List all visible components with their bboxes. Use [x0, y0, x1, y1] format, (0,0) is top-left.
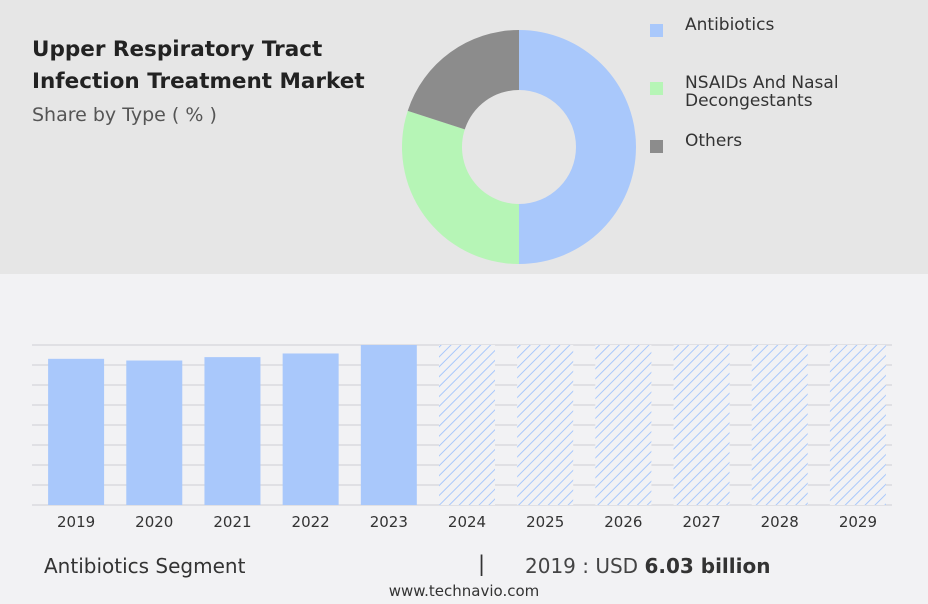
x-tick-label: 2028 — [761, 513, 799, 531]
x-tick-label: 2026 — [604, 513, 642, 531]
x-tick-label: 2024 — [448, 513, 486, 531]
legend-label: NSAIDs And Nasal Decongestants — [685, 73, 839, 111]
forecast-bar-2026 — [595, 345, 652, 505]
donut-slice-others — [407, 30, 519, 130]
segment-value: 2019 : USD 6.03 billion — [525, 554, 770, 578]
x-tick-label: 2027 — [682, 513, 720, 531]
bar-chart: 2019 2020 2021 2022 2023 2024 2025 2026 2027 2028… — [32, 344, 892, 531]
forecast-bar-2027 — [673, 345, 730, 505]
bar-2022 — [282, 353, 339, 505]
donut-slice-nsaids-and-nasal-decongestants — [401, 110, 519, 265]
x-tick-label: 2023 — [370, 513, 408, 531]
footer-separator: | — [478, 552, 486, 576]
legend-swatch — [650, 140, 663, 153]
x-tick-label: 2019 — [57, 513, 95, 531]
source-link[interactable]: www.technavio.com — [388, 582, 540, 600]
donut-slice-antibiotics — [519, 30, 636, 264]
forecast-bar-2029 — [829, 345, 886, 505]
legend-swatch — [650, 82, 663, 95]
x-tick-label: 2025 — [526, 513, 564, 531]
x-tick-label: 2021 — [213, 513, 251, 531]
forecast-bar-2025 — [517, 345, 574, 505]
x-tick-label: 2022 — [292, 513, 330, 531]
forecast-bar-2024 — [439, 345, 495, 505]
bar-2020 — [126, 360, 183, 505]
segment-label: Antibiotics Segment — [44, 554, 246, 578]
bar-2021 — [204, 357, 261, 505]
donut-chart — [401, 30, 636, 265]
value-year-text: 2019 : USD — [525, 554, 639, 578]
chart-title: Upper Respiratory Tract Infection Treatm… — [32, 37, 365, 94]
legend-label: Others — [685, 131, 743, 151]
x-tick-label: 2020 — [135, 513, 173, 531]
legend-label: Antibiotics — [685, 15, 775, 35]
forecast-bar-2028 — [751, 345, 808, 505]
legend-swatch — [650, 24, 663, 37]
chart-subtitle: Share by Type ( % ) — [32, 104, 217, 126]
bar-2019 — [48, 358, 105, 505]
value-amount: 6.03 billion — [644, 554, 771, 578]
x-tick-label: 2029 — [839, 513, 877, 531]
bar-2023 — [360, 345, 417, 505]
